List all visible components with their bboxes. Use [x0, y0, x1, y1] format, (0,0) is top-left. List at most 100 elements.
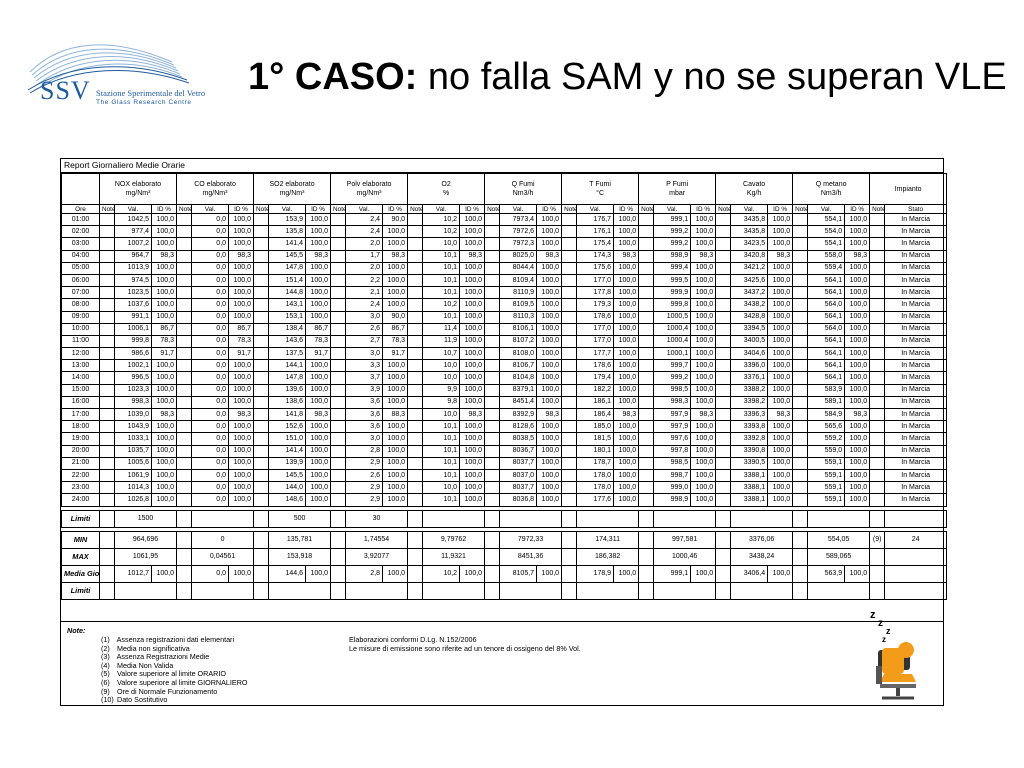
id-cell: 100,0: [536, 212, 563, 227]
id-cell: 100,0: [844, 359, 871, 373]
note-cell: [176, 334, 193, 349]
id-cell: 100,0: [767, 564, 794, 583]
id-cell: 100,0: [382, 298, 409, 312]
hour-cell: 11:00: [61, 334, 100, 349]
val-header: Val.: [345, 204, 384, 214]
note-cell: [638, 581, 655, 600]
note-cell: [176, 407, 193, 422]
note-cell: [484, 564, 501, 583]
hour-cell: 05:00: [61, 261, 100, 275]
id-cell: 100,0: [382, 261, 409, 275]
value-cell: 177,0: [576, 322, 615, 336]
note-cell: [869, 237, 886, 251]
note-cell: [484, 261, 501, 275]
summary-value: 1000,46: [653, 547, 717, 566]
id-cell: 98,3: [613, 249, 640, 263]
value-cell: 1014,3: [114, 481, 152, 495]
summary-value: 11,9321: [422, 547, 486, 566]
value-cell: 8037,7: [499, 456, 538, 470]
note-cell: [484, 225, 501, 239]
note-cell: [407, 547, 424, 566]
value-cell: 559,4: [807, 261, 846, 275]
note-cell: [561, 395, 578, 410]
note-cell: [253, 347, 270, 361]
id-cell: 100,0: [613, 444, 640, 458]
value-cell: 583,9: [807, 383, 846, 397]
value-cell: 3394,5: [730, 322, 769, 336]
stato-cell: In Marcia: [884, 371, 948, 385]
notes-section: Note: (1) Assenza registrazioni dati ele…: [61, 621, 943, 707]
id-cell: 100,0: [459, 383, 486, 397]
id-cell: 100,0: [305, 225, 332, 239]
id-cell: 100,0: [150, 456, 178, 470]
id-cell: 100,0: [613, 273, 640, 288]
hour-cell: 22:00: [61, 468, 100, 483]
value-cell: 3388,2: [730, 383, 769, 397]
summary-value: 554,05: [807, 530, 871, 549]
note-cell: [869, 298, 886, 312]
value-cell: 10,1: [422, 286, 461, 300]
note-cell: [253, 493, 270, 507]
note-item: (9) Ore di Normale Funzionamento: [101, 687, 247, 697]
note-cell: [561, 547, 578, 566]
stato-cell: In Marcia: [884, 347, 948, 361]
value-cell: 8451,4: [499, 395, 538, 410]
report-header: Report Giornaliero Medie Orarie: [61, 159, 943, 173]
logo-acronym: SSV: [40, 76, 91, 105]
id-cell: 100,0: [382, 383, 409, 397]
stato-header: Stato: [884, 204, 948, 214]
stato-cell: In Marcia: [884, 420, 948, 434]
value-cell: 0,0: [191, 286, 230, 300]
value-cell: 11,4: [422, 322, 461, 336]
value-cell: 1013,9: [114, 261, 152, 275]
note-cell: [561, 564, 578, 583]
table-row: 16:00 998,3 100,0 0,0 100,0 138,6 100,0 3,6 100,…: [61, 395, 948, 410]
id-cell: 100,0: [228, 493, 255, 507]
id-cell: 100,0: [844, 395, 871, 410]
note-cell: [176, 481, 193, 495]
value-cell: 998,7: [653, 468, 692, 483]
id-cell: 100,0: [844, 237, 871, 251]
note-cell: [561, 310, 578, 324]
note-cell: [99, 547, 115, 566]
value-cell: 0,0: [191, 212, 230, 227]
note-cell: [792, 359, 809, 373]
value-cell: 3400,5: [730, 334, 769, 349]
note-cell: [792, 212, 809, 227]
note-cell: [253, 420, 270, 434]
note-cell: [176, 530, 193, 549]
note-cell: [253, 261, 270, 275]
id-cell: 100,0: [382, 395, 409, 410]
id-cell: 100,0: [536, 456, 563, 470]
summary-value: [268, 581, 332, 600]
value-cell: 3390,8: [730, 444, 769, 458]
value-cell: 147,8: [268, 371, 307, 385]
note-cell: [407, 564, 424, 583]
note-cell: [407, 493, 424, 507]
note-cell: [330, 407, 347, 422]
value-cell: 8037,7: [499, 481, 538, 495]
id-cell: 100,0: [459, 444, 486, 458]
note-header: Note: [330, 204, 347, 214]
note-cell: [715, 273, 732, 288]
id-cell: 100,0: [767, 273, 794, 288]
id-cell: 100,0: [305, 420, 332, 434]
value-cell: 3,7: [345, 371, 384, 385]
value-cell: 998,3: [653, 395, 692, 410]
note-cell: [792, 432, 809, 446]
id-cell: 100,0: [690, 395, 717, 410]
value-cell: 0,0: [191, 383, 230, 397]
id-cell: 100,0: [690, 564, 717, 583]
stato-cell: In Marcia: [884, 322, 948, 336]
value-cell: 554,1: [807, 212, 846, 227]
column-group-header: SO2 elaborato mg/Nm³: [253, 173, 332, 205]
id-cell: 100,0: [228, 286, 255, 300]
id-cell: 100,0: [150, 468, 178, 483]
value-cell: 175,6: [576, 261, 615, 275]
value-cell: 1061,9: [114, 468, 152, 483]
note-cell: [792, 456, 809, 470]
note-cell: [253, 383, 270, 397]
value-cell: 143,6: [268, 334, 307, 349]
value-cell: 10,2: [422, 298, 461, 312]
value-cell: 3376,1: [730, 371, 769, 385]
